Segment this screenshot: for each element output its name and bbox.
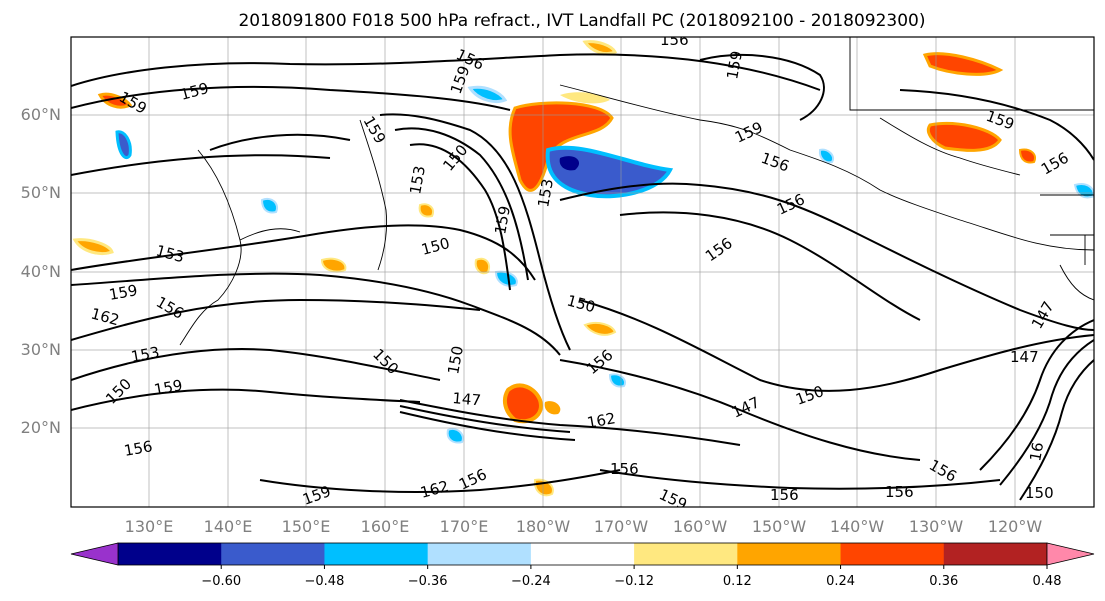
colorbar-tick-label: −0.12 xyxy=(614,574,654,589)
fill-patch xyxy=(559,156,580,171)
fill-patch xyxy=(1018,148,1036,164)
colorbar-segments xyxy=(117,542,1048,566)
lon-label: 170°W xyxy=(594,517,649,536)
refractivity-fill xyxy=(72,40,1094,497)
lon-label: 130°W xyxy=(909,517,964,536)
map-panel: 156 159 156 159 159 159 159 156 156 159 … xyxy=(70,31,1095,508)
colorbar-tick-label: 0.24 xyxy=(826,574,855,589)
colorbar-tick-label: 0.48 xyxy=(1033,574,1062,589)
contour-label: 150 xyxy=(1025,484,1054,502)
latitude-labels: 60°N 50°N 40°N 30°N 20°N xyxy=(21,105,61,437)
colorbar-segment xyxy=(221,543,325,565)
colorbar-tick-label: −0.36 xyxy=(408,574,448,589)
colorbar-segment xyxy=(324,543,429,565)
fill-patch xyxy=(926,121,1002,152)
colorbar-ticks: −0.60 −0.48 −0.36 −0.24 −0.12 0.12 0.24 0.36 0.4… xyxy=(201,565,1062,589)
lon-label: 180°W xyxy=(516,517,571,536)
fill-patch xyxy=(418,203,434,218)
fill-patch xyxy=(818,148,834,164)
lon-label: 160°E xyxy=(361,517,410,536)
contour-label: 150 xyxy=(444,344,467,375)
colorbar: −0.60 −0.48 −0.36 −0.24 −0.12 0.12 0.24 0.36 0.4… xyxy=(70,542,1095,589)
fill-patch xyxy=(544,401,561,415)
contour-label: 147 xyxy=(1010,348,1039,366)
contour-label: 159 xyxy=(491,204,514,235)
colorbar-extend-right xyxy=(1046,542,1095,566)
colorbar-segment xyxy=(943,543,1048,565)
colorbar-tick-label: −0.48 xyxy=(305,574,345,589)
colorbar-segment xyxy=(118,543,222,565)
lon-label: 140°W xyxy=(830,517,885,536)
contour-label: 156 xyxy=(770,486,799,504)
colorbar-segment xyxy=(427,543,532,565)
fill-patch xyxy=(545,145,674,199)
figure-title: 2018091800 F018 500 hPa refract., IVT La… xyxy=(238,11,925,31)
colorbar-segment xyxy=(530,543,635,565)
contour-label: 147 xyxy=(452,389,482,409)
fill-patch xyxy=(446,428,464,444)
lon-label: 150°E xyxy=(282,517,331,536)
lon-label: 170°E xyxy=(440,517,489,536)
fill-patch xyxy=(320,257,347,273)
lon-label: 160°W xyxy=(673,517,728,536)
fill-patch xyxy=(97,92,133,109)
height-contours xyxy=(71,53,1094,501)
fill-patch xyxy=(922,52,1004,76)
contour-label: 162 xyxy=(586,409,617,432)
fill-patch xyxy=(583,322,617,336)
colorbar-tick-label: 0.12 xyxy=(723,574,752,589)
lat-label: 50°N xyxy=(21,183,61,202)
fill-patch xyxy=(72,238,114,255)
fill-patch xyxy=(502,383,543,424)
longitude-labels: 130°E 140°E 150°E 160°E 170°E 180°W 170°… xyxy=(125,517,1043,536)
fill-patch xyxy=(260,198,278,214)
fill-patch xyxy=(467,85,508,103)
colorbar-segment xyxy=(840,543,945,565)
lon-label: 150°W xyxy=(752,517,807,536)
colorbar-tick-label: −0.60 xyxy=(201,574,241,589)
contour-label: 159 xyxy=(153,376,184,399)
lat-label: 30°N xyxy=(21,340,61,359)
lat-label: 20°N xyxy=(21,418,61,437)
contour-label: 156 xyxy=(885,483,914,501)
colorbar-segment xyxy=(737,543,842,565)
coastlines xyxy=(179,37,1094,346)
contour-label: 153 xyxy=(406,164,429,195)
contour-label: 153 xyxy=(534,177,557,208)
lon-label: 130°E xyxy=(125,517,174,536)
fill-patch xyxy=(474,257,490,275)
map-frame xyxy=(70,36,1095,508)
contour-label: 159 xyxy=(108,281,139,304)
contour-label: 159 xyxy=(723,49,746,80)
colorbar-extend-left xyxy=(70,542,119,566)
contour-label: 156 xyxy=(660,31,689,49)
contour-label: 16 xyxy=(1026,441,1047,463)
colorbar-tick-label: 0.36 xyxy=(929,574,958,589)
colorbar-tick-label: −0.24 xyxy=(511,574,551,589)
lon-label: 120°W xyxy=(988,517,1043,536)
lat-label: 60°N xyxy=(21,105,61,124)
fill-patch xyxy=(115,130,132,160)
contour-label: 156 xyxy=(610,460,639,478)
contour-label: 156 xyxy=(123,437,154,460)
lon-label: 140°E xyxy=(204,517,253,536)
lat-label: 40°N xyxy=(21,262,61,281)
contour-label: 153 xyxy=(130,343,161,366)
colorbar-segment xyxy=(634,543,738,565)
fill-patch xyxy=(582,40,618,56)
